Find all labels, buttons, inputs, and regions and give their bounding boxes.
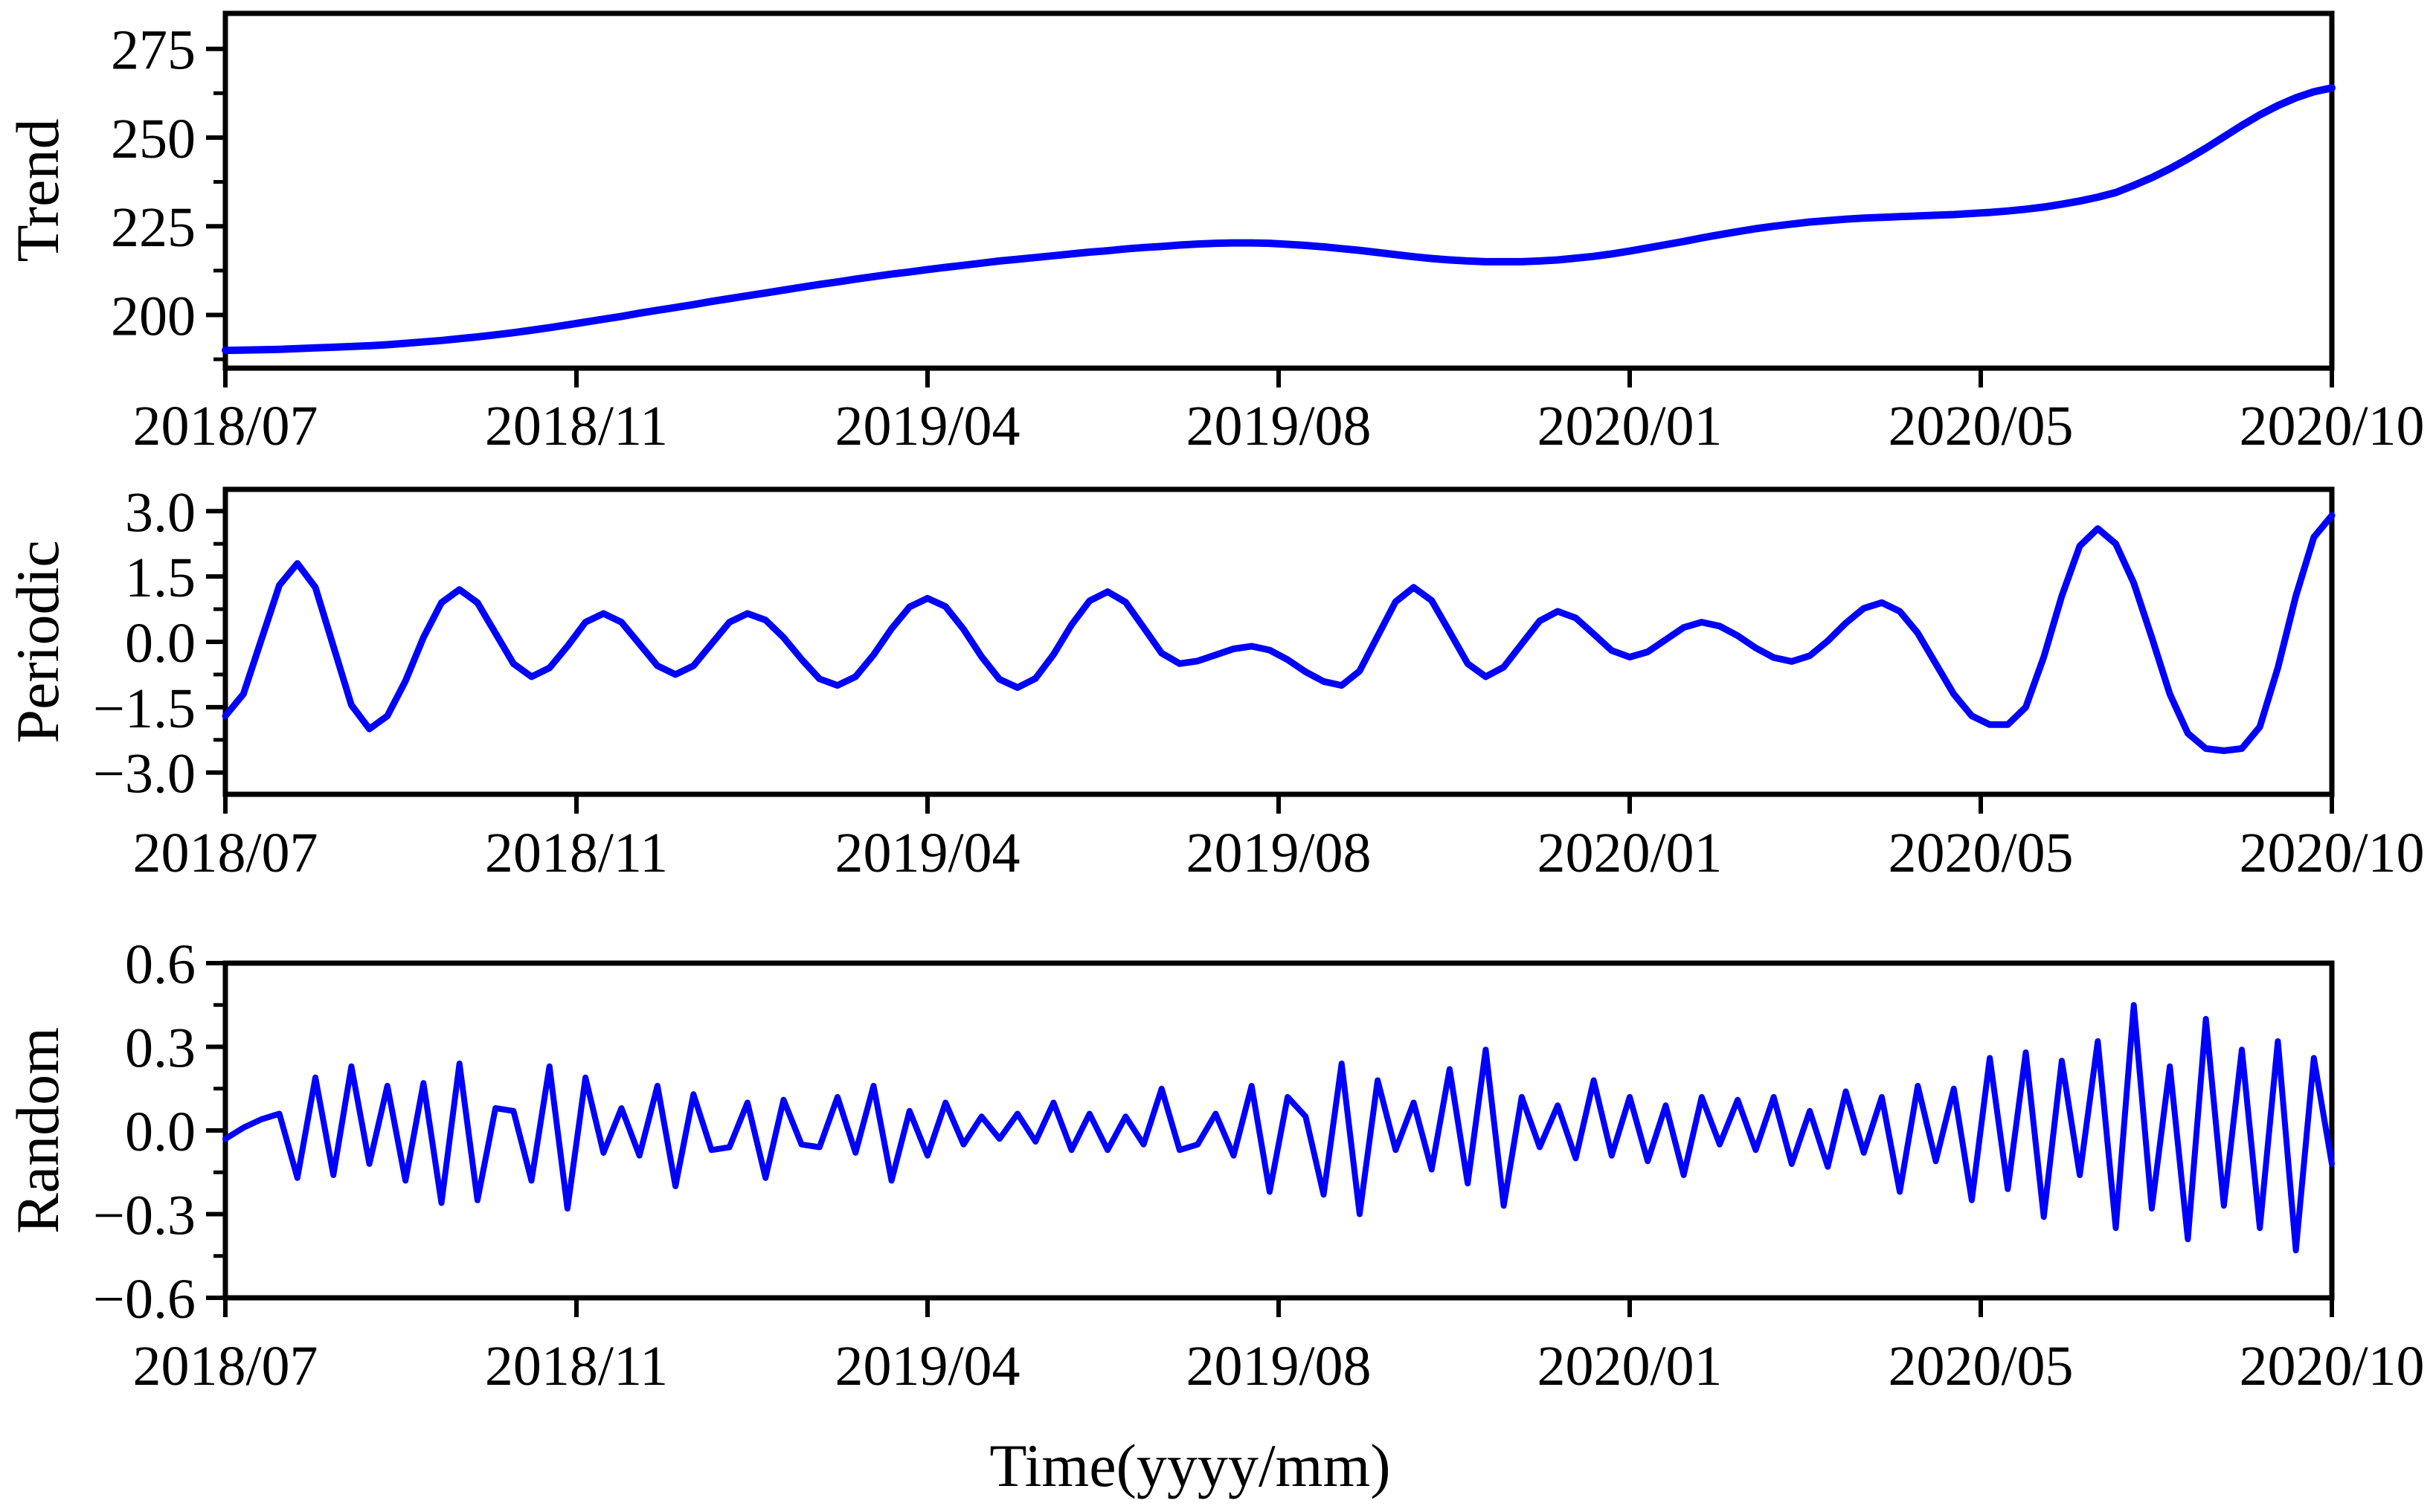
trend-plot-frame: [222, 10, 2335, 371]
x-tick-label: 2020/01: [1537, 395, 1722, 457]
trend-series: [222, 84, 2336, 355]
random-line: [222, 1002, 2335, 1254]
periodic-ticks: −3.0−1.50.01.53.0 2018/07 2018/11 2019/04 20…: [93, 481, 2424, 884]
y-tick-label: 3.0: [125, 481, 196, 544]
x-tick-label: 2018/11: [485, 1335, 668, 1397]
x-tick-label: 2020/05: [1888, 1335, 2073, 1397]
y-tick-label: 275: [111, 19, 196, 82]
random-ticks: −0.6 −0.3 0.0 0.3 0.6 2018/07 2018/11 2019/04 20…: [93, 933, 2424, 1397]
y-tick-label: 225: [111, 196, 196, 259]
panel-periodic: −3.0−1.50.01.53.0 2018/07 2018/11 2019/04 20…: [4, 481, 2425, 884]
random-series: [222, 1002, 2335, 1254]
random-y-axis-title: Random: [4, 1027, 71, 1234]
x-tick-label: 2020/05: [1888, 395, 2073, 457]
x-tick-label: 2018/07: [132, 822, 318, 884]
x-tick-label: 2018/11: [485, 395, 668, 457]
y-tick-label: −0.3: [93, 1185, 196, 1247]
y-tick-label: 0.0: [125, 612, 196, 675]
y-tick-label: −0.6: [93, 1268, 196, 1331]
x-tick-label: 2018/11: [485, 822, 668, 884]
panel-random: −0.6 −0.3 0.0 0.3 0.6 2018/07 2018/11 2019/04 20…: [4, 933, 2425, 1397]
x-tick-label: 2019/04: [835, 395, 1020, 457]
x-tick-label: 2019/08: [1186, 395, 1371, 457]
periodic-plot-frame: [222, 486, 2335, 797]
periodic-series: [222, 512, 2336, 754]
trend-ticks: 200 225 250 275 2018/07 2018/11 2019/04 2019/08…: [111, 19, 2425, 457]
x-axis-title: Time(yyyy/mm): [989, 1432, 1390, 1499]
x-tick-label: 2020/05: [1888, 822, 2073, 884]
periodic-y-axis-title: Periodic: [4, 540, 71, 743]
x-tick-label: 2019/08: [1186, 1335, 1371, 1397]
x-tick-label: 2018/07: [132, 395, 318, 457]
x-tick-label: 2018/07: [132, 1335, 318, 1397]
trend-line: [222, 84, 2336, 355]
x-tick-label: 2019/04: [835, 822, 1020, 884]
y-tick-label: 0.0: [125, 1101, 196, 1163]
x-tick-label: 2020/10: [2239, 1335, 2424, 1397]
x-tick-label: 2020/10: [2239, 822, 2424, 884]
y-tick-label: −1.5: [93, 678, 196, 740]
x-tick-label: 2020/01: [1537, 1335, 1722, 1397]
y-tick-label: 0.6: [125, 933, 196, 996]
x-tick-label: 2020/10: [2239, 395, 2424, 457]
y-tick-label: 0.3: [125, 1017, 196, 1080]
x-tick-label: 2019/08: [1186, 822, 1371, 884]
y-tick-label: 200: [111, 285, 196, 347]
periodic-line: [222, 512, 2336, 754]
y-tick-label: 1.5: [125, 547, 196, 609]
trend-y-axis-title: Trend: [4, 119, 71, 263]
x-tick-label: 2020/01: [1537, 822, 1722, 884]
y-tick-label: −3.0: [93, 743, 196, 805]
x-tick-label: 2019/04: [835, 1335, 1020, 1397]
panel-trend: 200 225 250 275 2018/07 2018/11 2019/04 2019/08…: [4, 10, 2425, 457]
y-tick-label: 250: [111, 108, 196, 170]
